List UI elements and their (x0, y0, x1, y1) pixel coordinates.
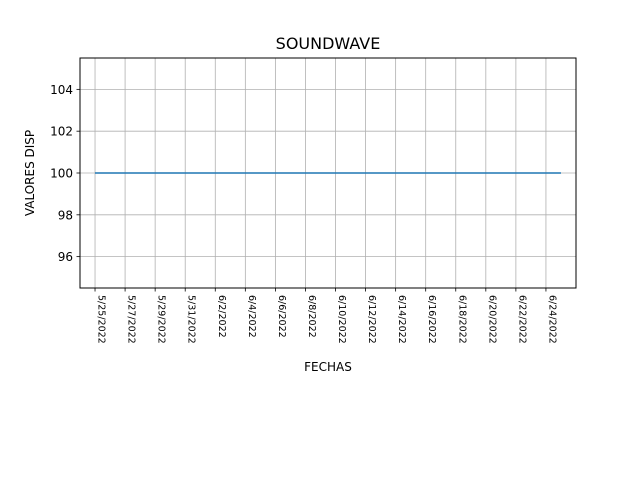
x-axis: 5/25/2022 5/27/2022 5/29/2022 5/31/2022 6/2/… (94, 288, 557, 344)
x-tick-label: 6/6/2022 (276, 295, 287, 338)
y-tick-label: 98 (58, 208, 73, 222)
y-tick-label: 102 (50, 125, 73, 139)
x-tick-label: 6/14/2022 (396, 295, 407, 344)
x-tick-label: 6/10/2022 (336, 295, 347, 344)
x-tick-label: 6/12/2022 (366, 295, 377, 344)
y-tick-label: 104 (50, 83, 73, 97)
x-tick-label: 5/27/2022 (126, 295, 137, 344)
x-tick-label: 6/8/2022 (306, 295, 317, 338)
x-tick-label: 5/31/2022 (186, 295, 197, 344)
y-tick-label: 96 (58, 250, 73, 264)
x-tick-label: 6/22/2022 (516, 295, 527, 344)
chart-title: SOUNDWAVE (276, 34, 381, 53)
y-axis: 96 98 100 102 104 (50, 83, 80, 264)
x-tick-label: 6/16/2022 (426, 295, 437, 344)
y-axis-label: VALORES DISP (23, 130, 37, 216)
y-tick-label: 100 (50, 167, 73, 181)
x-tick-label: 6/4/2022 (246, 295, 257, 338)
x-tick-label: 6/18/2022 (456, 295, 467, 344)
x-tick-label: 5/29/2022 (156, 295, 167, 344)
x-tick-label: 6/20/2022 (486, 295, 497, 344)
x-tick-label: 5/25/2022 (96, 295, 107, 344)
x-tick-label: 6/2/2022 (216, 295, 227, 338)
x-tick-label: 6/24/2022 (546, 295, 557, 344)
x-axis-label: FECHAS (304, 360, 352, 374)
